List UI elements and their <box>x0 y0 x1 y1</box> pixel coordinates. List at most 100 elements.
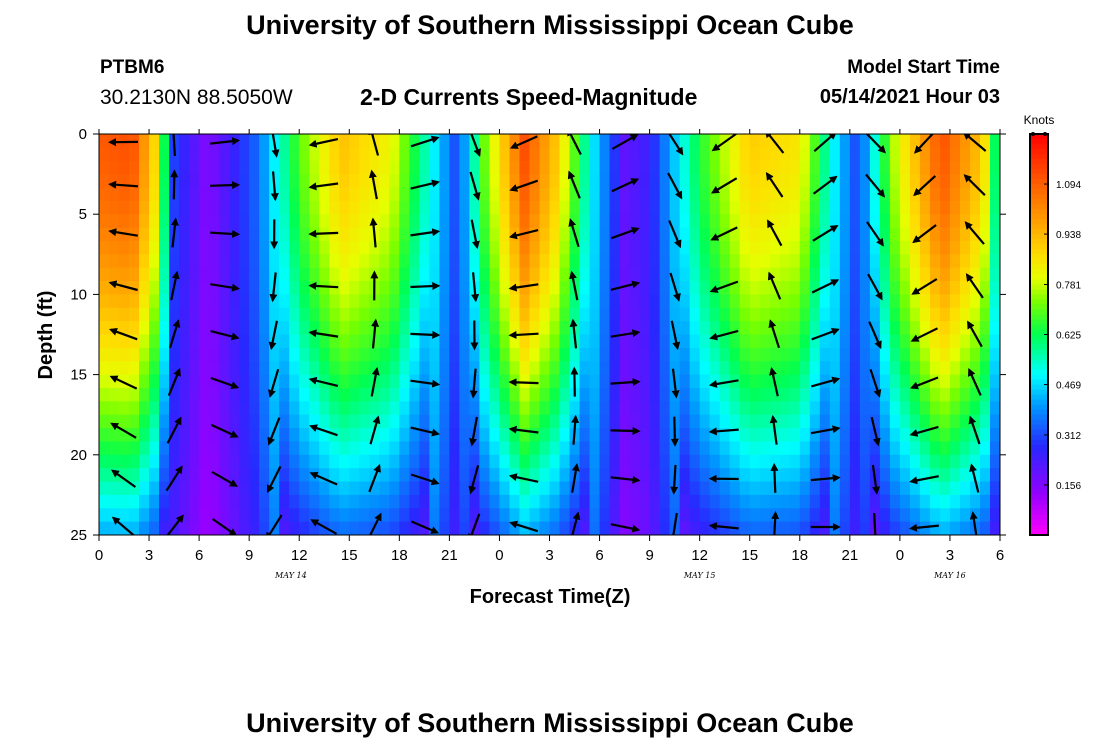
heat-cell <box>429 494 440 509</box>
heat-cell <box>919 294 931 309</box>
heat-cell <box>109 414 120 429</box>
heat-cell <box>129 414 140 429</box>
heat-cell <box>399 254 410 269</box>
current-arrow <box>109 375 138 390</box>
heat-cell <box>689 347 701 362</box>
heat-cell <box>109 454 120 469</box>
heat-cell <box>339 494 350 509</box>
heat-cell <box>299 508 310 523</box>
heat-cell <box>349 321 360 336</box>
heat-cell <box>289 494 300 509</box>
heat-cell <box>699 508 711 523</box>
heat-cell <box>199 347 210 362</box>
heat-cell <box>169 521 180 535</box>
heat-cell <box>659 214 671 229</box>
heat-cell <box>229 147 240 162</box>
heat-cell <box>639 160 651 175</box>
heat-cell <box>679 347 691 362</box>
heat-cell <box>799 254 811 269</box>
heat-cell <box>239 174 250 189</box>
heat-cell <box>929 267 941 282</box>
heat-cell <box>909 160 921 175</box>
heat-cell <box>989 281 1000 295</box>
heat-cell <box>739 374 751 389</box>
heat-cell <box>819 494 831 509</box>
heat-cell <box>429 521 440 535</box>
heat-cell <box>329 214 340 229</box>
heat-cell <box>909 454 921 469</box>
current-arrow <box>710 177 738 194</box>
heat-cell <box>979 147 991 162</box>
heat-cell <box>569 307 581 322</box>
colorbar-segment <box>1030 404 1048 411</box>
heat-cell <box>449 307 460 322</box>
heat-cell <box>429 401 440 416</box>
heat-cell <box>609 347 621 362</box>
heat-cell <box>379 254 390 269</box>
heat-cell <box>829 147 841 162</box>
current-arrow <box>168 319 181 349</box>
heat-cell <box>389 521 400 535</box>
heat-cell <box>909 321 921 336</box>
heat-cell <box>819 508 831 523</box>
heat-cell <box>629 200 641 215</box>
heat-cell <box>629 294 641 309</box>
heat-cell <box>759 347 771 362</box>
heat-cell <box>619 361 631 376</box>
heat-cell <box>389 254 400 269</box>
heat-cell <box>849 294 861 309</box>
heat-cell <box>939 134 951 148</box>
heat-cell <box>99 481 110 496</box>
heat-cell <box>519 414 531 429</box>
heat-cell <box>559 347 571 362</box>
heat-cell <box>519 334 531 349</box>
heat-cell <box>669 454 681 469</box>
x-tick-label: 12 <box>691 547 708 564</box>
heat-cell <box>859 174 871 189</box>
heat-cell <box>769 347 781 362</box>
heat-cell <box>919 254 931 269</box>
heat-cell <box>969 200 981 215</box>
current-arrow <box>610 523 641 533</box>
colorbar-segment <box>1030 489 1048 496</box>
current-arrow <box>969 511 978 535</box>
heat-cell <box>659 508 671 523</box>
heat-cell <box>429 307 440 322</box>
heat-cell <box>959 321 971 336</box>
x-tick-label: 6 <box>996 547 1004 564</box>
heat-cell <box>809 428 821 443</box>
heat-cell <box>969 387 981 402</box>
current-arrow <box>368 134 380 156</box>
heat-cell <box>789 361 801 376</box>
heat-cell <box>749 267 761 282</box>
heat-cell <box>489 494 501 509</box>
heat-cell <box>849 401 861 416</box>
heat-cell <box>619 508 631 523</box>
current-arrow <box>210 181 241 190</box>
heat-cell <box>499 347 511 362</box>
heat-cell <box>489 428 501 443</box>
heat-cell <box>339 254 350 269</box>
heat-cell <box>379 134 390 148</box>
heat-cell <box>349 374 360 389</box>
heat-cell <box>839 387 851 402</box>
heat-cell <box>749 187 761 202</box>
heat-cell <box>249 468 260 483</box>
heat-cell <box>379 187 390 202</box>
heat-cell <box>849 174 861 189</box>
heat-cell <box>549 160 561 175</box>
heat-cell <box>679 267 691 282</box>
heat-cell <box>129 147 140 162</box>
heat-cell <box>459 468 471 483</box>
heat-cell <box>859 134 871 148</box>
heat-cell <box>349 147 360 162</box>
heat-cell <box>609 468 621 483</box>
heat-cell <box>949 227 961 242</box>
heat-cell <box>379 441 390 456</box>
heat-cell <box>409 267 420 282</box>
heat-cell <box>529 508 541 523</box>
heat-cell <box>949 334 961 349</box>
heat-cell <box>889 468 901 483</box>
heat-cell <box>549 441 561 456</box>
current-arrow <box>571 414 580 445</box>
